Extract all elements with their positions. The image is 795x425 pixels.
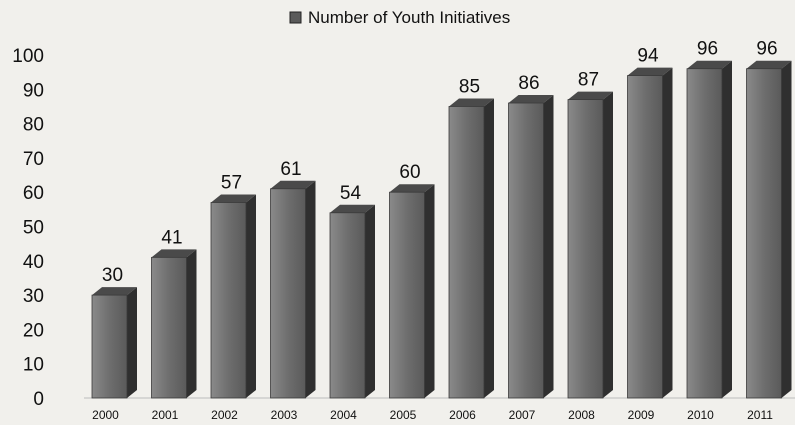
data-label: 54	[340, 183, 362, 204]
x-axis: 2000 2001 2002 2003 2004 2005 2006 2007 2008 2009…	[84, 397, 795, 422]
data-label: 86	[518, 73, 539, 94]
y-tick-label: 20	[23, 320, 44, 341]
bar-front	[746, 68, 782, 399]
y-tick-label: 100	[12, 46, 44, 67]
x-tick-label: 2007	[509, 408, 536, 422]
data-label: 96	[697, 39, 718, 60]
data-label: 87	[578, 70, 599, 91]
x-tick-label: 2000	[92, 408, 119, 422]
bar-front	[567, 99, 604, 399]
bar	[151, 249, 197, 399]
bar-top	[389, 184, 435, 193]
data-labels: 30 41 57 61 54 60 85 86 87 94 96 96	[102, 39, 778, 286]
x-tick-label: 2010	[687, 408, 714, 422]
legend-swatch	[289, 11, 302, 24]
bar	[627, 67, 673, 399]
bar-side	[543, 95, 554, 399]
bar	[270, 180, 316, 399]
data-label: 30	[102, 265, 123, 286]
data-label: 96	[756, 39, 777, 60]
x-tick-label: 2005	[390, 408, 417, 422]
x-tick-label: 2009	[628, 408, 655, 422]
bar-side	[781, 60, 792, 398]
bar-top	[568, 91, 613, 100]
bar-front	[329, 212, 366, 399]
bar	[389, 184, 435, 399]
bar-front	[91, 294, 128, 399]
data-label: 60	[399, 162, 420, 183]
bar-side	[603, 91, 613, 398]
bar-front	[508, 102, 544, 399]
bar-top	[151, 249, 197, 258]
data-label: 61	[280, 159, 301, 180]
y-tick-label: 50	[23, 218, 44, 239]
bar-front	[448, 106, 485, 399]
x-tick-label: 2003	[271, 408, 298, 422]
bar	[448, 98, 494, 399]
bar-front	[686, 68, 723, 399]
bar	[686, 60, 732, 399]
bar-side	[662, 67, 673, 398]
bar-side	[424, 184, 435, 398]
bar-front	[627, 75, 663, 399]
y-axis: 0 10 20 30 40 50 60 70 80 90 100	[12, 46, 44, 410]
y-tick-label: 30	[23, 286, 44, 307]
x-tick-label: 2011	[747, 408, 773, 422]
bar-top	[211, 194, 256, 203]
bar-front	[210, 202, 247, 399]
bar-side	[246, 194, 256, 398]
bar-side	[722, 60, 732, 398]
data-label: 57	[221, 172, 242, 193]
bar-top	[449, 98, 494, 107]
x-tick-label: 2006	[449, 408, 476, 422]
bar-side	[365, 204, 375, 398]
bars	[91, 60, 792, 399]
bar	[210, 194, 256, 399]
y-tick-label: 10	[23, 355, 44, 376]
data-label: 41	[161, 227, 182, 248]
x-tick-label: 2008	[568, 408, 595, 422]
bar	[567, 91, 613, 399]
bar-side	[305, 180, 316, 398]
y-tick-label: 40	[23, 252, 44, 273]
y-tick-label: 80	[23, 115, 44, 136]
bar-top	[508, 95, 554, 104]
x-tick-label: 2001	[152, 408, 179, 422]
bar-top	[270, 180, 316, 189]
bar	[746, 60, 792, 399]
data-label: 94	[637, 46, 659, 67]
data-label: 85	[459, 76, 480, 97]
bar-top	[627, 67, 673, 76]
bar-front	[389, 191, 425, 399]
bar	[508, 95, 554, 399]
bar-side	[186, 249, 197, 398]
y-tick-label: 70	[23, 149, 44, 170]
y-tick-label: 90	[23, 80, 44, 101]
bar	[329, 204, 375, 399]
legend: Number of Youth Initiatives	[289, 8, 510, 27]
bar-top	[92, 287, 137, 296]
bar-side	[127, 287, 137, 398]
bar	[91, 287, 137, 399]
x-tick-label: 2004	[330, 408, 357, 422]
y-tick-label: 60	[23, 183, 44, 204]
bar-side	[484, 98, 494, 398]
bar-top	[687, 60, 732, 69]
bar-front	[151, 256, 187, 399]
bar-top	[330, 204, 375, 213]
y-tick-label: 0	[33, 389, 44, 410]
legend-label: Number of Youth Initiatives	[308, 8, 510, 27]
bar-front	[270, 188, 306, 399]
bar-top	[746, 60, 792, 69]
x-tick-label: 2002	[211, 408, 238, 422]
